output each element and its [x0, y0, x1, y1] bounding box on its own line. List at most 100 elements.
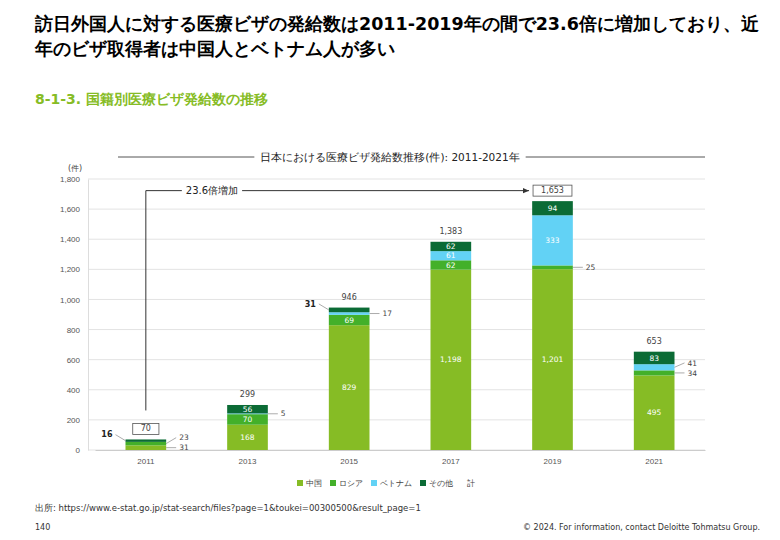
- y-tick-label: 0: [76, 446, 81, 455]
- title-rule: [526, 157, 705, 158]
- label-leader: [268, 413, 278, 414]
- y-tick-label: 200: [67, 416, 81, 425]
- bar-segment: [431, 251, 472, 260]
- bar-segment: [532, 269, 573, 450]
- y-tick: 0: [76, 446, 88, 455]
- grid-line: [88, 239, 705, 240]
- label-leader: [675, 372, 685, 373]
- x-axis: 201120132015201720192021: [96, 450, 706, 466]
- x-tick: 2013: [239, 450, 257, 466]
- annotation-arrow: [146, 191, 529, 411]
- annotation: 23.6倍増加: [133, 184, 572, 434]
- x-tick-label: 2021: [645, 457, 663, 466]
- grid-line: [88, 269, 705, 270]
- legend: 中国ロシアベトナム その他 計: [297, 479, 475, 488]
- bar-segment: [532, 215, 573, 265]
- legend-item: 中国: [297, 479, 322, 488]
- legend-swatch: [330, 480, 336, 486]
- legend-item: ベトナム: [371, 479, 412, 488]
- bars: [126, 201, 675, 450]
- grid-line: [88, 419, 705, 420]
- y-tick-label: 1,800: [60, 175, 81, 184]
- legend-item: ロシア: [330, 479, 363, 488]
- grid-line: [88, 389, 705, 390]
- y-tick-label: 1,000: [60, 296, 81, 305]
- total-label: 1,383: [439, 227, 462, 236]
- data-label: 70: [243, 415, 253, 424]
- bar-segment: [431, 242, 472, 251]
- y-tick-label: 1,400: [60, 235, 81, 244]
- label-leader: [116, 435, 126, 441]
- annotation-box: [533, 185, 572, 196]
- y-tick: 1,800: [60, 175, 88, 184]
- legend-label: 中国: [306, 479, 322, 488]
- data-label: 41: [688, 359, 698, 368]
- chart-title: 日本における医療ビザ発給数推移(件): 2011-2021年: [260, 151, 519, 164]
- annotation-text: 23.6倍増加: [186, 185, 238, 196]
- total-label: 299: [240, 390, 255, 399]
- legend-swatch: [297, 480, 303, 486]
- x-tick-label: 2017: [442, 457, 460, 466]
- grid-line: [88, 299, 705, 300]
- y-axis-line: [88, 180, 89, 451]
- bar-segment: [126, 439, 167, 441]
- legend-swatch: [371, 480, 377, 486]
- label-leader: [573, 267, 583, 268]
- x-tick: 2019: [544, 450, 562, 466]
- total-label: 1,653: [541, 186, 564, 195]
- y-tick-label: 1,200: [60, 265, 81, 274]
- y-tick: 200: [67, 416, 88, 425]
- y-tick-label: 800: [67, 326, 81, 335]
- total-label: 946: [342, 293, 357, 302]
- y-axis: 0 200 400 600 800 1,000 1,200 1,400 1,600 1,800: [60, 175, 89, 455]
- x-tick: 2011: [137, 450, 155, 466]
- data-label: 62: [446, 242, 456, 251]
- x-tick-label: 2019: [544, 457, 562, 466]
- bar-segment: [431, 270, 472, 450]
- bar-segment: [634, 370, 675, 375]
- page-subtitle: 8-1-3. 国籍別医療ビザ発給数の推移: [35, 91, 268, 107]
- grid-line: [88, 209, 705, 210]
- bar-segment: [126, 445, 167, 450]
- bar-segment: [634, 352, 675, 364]
- y-tick-label: 1,600: [60, 205, 81, 214]
- x-axis-line: [96, 450, 706, 451]
- legend-label: 計: [467, 479, 475, 488]
- bar-segment: [227, 405, 268, 413]
- bar-segment: [431, 260, 472, 269]
- bar-segment: [227, 425, 268, 450]
- data-label: 1,198: [440, 355, 462, 364]
- grid-line: [88, 179, 705, 180]
- data-label: 5: [281, 409, 286, 418]
- legend-item: その他: [420, 479, 453, 488]
- y-tick: 400: [67, 386, 88, 395]
- bar-segment: [634, 375, 675, 450]
- x-tick: 2017: [442, 450, 460, 466]
- y-tick: 1,400: [60, 235, 88, 244]
- y-tick-label: 600: [67, 356, 81, 365]
- page-title: 年のビザ取得者は中国人とベトナム人が多い: [34, 39, 395, 59]
- y-tick: 600: [67, 356, 88, 365]
- data-label: 23: [179, 433, 189, 442]
- copyright: © 2024. For information, contact Deloitt…: [523, 523, 760, 532]
- data-label: 34: [688, 369, 698, 378]
- page-title: 訪日外国人に対する医療ビザの発給数は2011-2019年の間で23.6倍に増加し…: [34, 13, 760, 34]
- grid-line: [88, 329, 705, 330]
- label-leader: [370, 313, 380, 314]
- data-label: 25: [586, 263, 596, 272]
- data-label: 69: [344, 316, 354, 325]
- legend-label: その他: [429, 479, 453, 488]
- bar-segment: [126, 442, 167, 445]
- y-tick-label: 400: [67, 386, 81, 395]
- annotation-box: [133, 423, 159, 434]
- data-label: 16: [101, 430, 113, 439]
- title-rule: [118, 157, 254, 158]
- data-label: 495: [647, 408, 662, 417]
- grid: [88, 179, 705, 450]
- data-label: 94: [548, 204, 558, 213]
- bar-segment: [329, 308, 370, 313]
- data-label: 1,201: [542, 355, 564, 364]
- legend-item: 計: [467, 479, 475, 488]
- bar-segment: [329, 315, 370, 325]
- y-tick: 800: [67, 326, 88, 335]
